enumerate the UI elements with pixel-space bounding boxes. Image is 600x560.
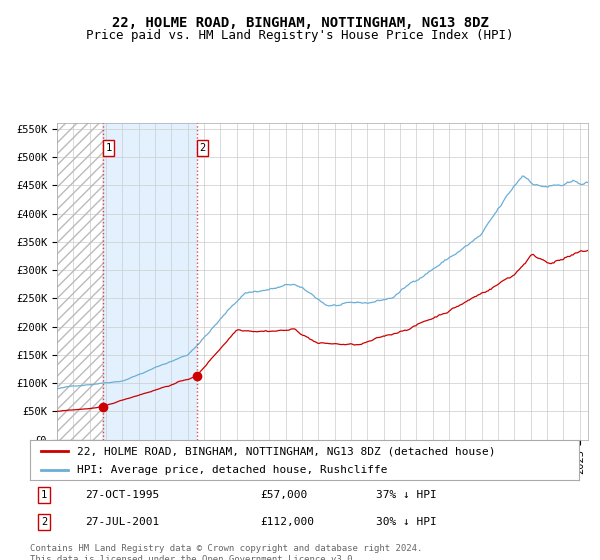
Bar	[57, 123, 103, 440]
Text: Price paid vs. HM Land Registry's House Price Index (HPI): Price paid vs. HM Land Registry's House …	[86, 29, 514, 41]
Text: 2: 2	[41, 517, 47, 527]
Text: 22, HOLME ROAD, BINGHAM, NOTTINGHAM, NG13 8DZ (detached house): 22, HOLME ROAD, BINGHAM, NOTTINGHAM, NG1…	[77, 446, 495, 456]
Text: 1: 1	[106, 143, 112, 153]
Text: Contains HM Land Registry data © Crown copyright and database right 2024.
This d: Contains HM Land Registry data © Crown c…	[30, 544, 422, 560]
Text: £57,000: £57,000	[260, 490, 308, 500]
Text: HPI: Average price, detached house, Rushcliffe: HPI: Average price, detached house, Rush…	[77, 465, 387, 475]
Text: £112,000: £112,000	[260, 517, 314, 527]
Text: 30% ↓ HPI: 30% ↓ HPI	[376, 517, 437, 527]
Text: 1: 1	[41, 490, 47, 500]
Text: 27-JUL-2001: 27-JUL-2001	[85, 517, 159, 527]
Text: 27-OCT-1995: 27-OCT-1995	[85, 490, 159, 500]
Text: 2: 2	[199, 143, 206, 153]
Text: 37% ↓ HPI: 37% ↓ HPI	[376, 490, 437, 500]
Text: 22, HOLME ROAD, BINGHAM, NOTTINGHAM, NG13 8DZ: 22, HOLME ROAD, BINGHAM, NOTTINGHAM, NG1…	[112, 16, 488, 30]
Bar	[103, 123, 197, 440]
Bar	[57, 123, 103, 440]
